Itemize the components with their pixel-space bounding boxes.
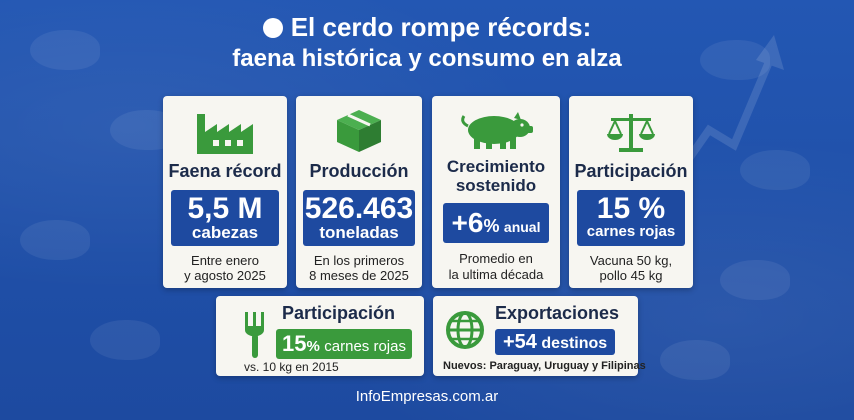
heading-line-1: Crecimiento [446, 157, 546, 176]
pig-icon [461, 112, 533, 149]
card-value: 526.463 [304, 191, 414, 225]
background-pig-shape [740, 150, 810, 190]
card-unit: destinos [541, 335, 608, 352]
card-unit: carnes rojas [586, 222, 676, 240]
card-note: Entre enero y agosto 2025 [163, 253, 287, 284]
card-note: En los primeros 8 meses de 2025 [296, 253, 422, 284]
card-note: Nuevos: Paraguay, Uruguay y Filipinas [443, 360, 646, 372]
heading-line-2: sostenido [455, 175, 537, 195]
card-unit: anual [503, 219, 541, 236]
card-heading: Producción [309, 161, 409, 181]
footer-source: InfoEmpresas.com.ar [355, 388, 499, 405]
title-line-2: faena histórica y consumo en alza [232, 45, 622, 73]
card-value-suffix: % [483, 216, 500, 237]
background-pig-shape [660, 340, 730, 380]
background-pig-shape [90, 320, 160, 360]
note-line-1: Promedio en [459, 251, 533, 267]
card-value: 15 % [596, 191, 666, 225]
card-exportaciones: Exportaciones +54 destinos Nuevos: Parag… [433, 296, 646, 376]
note-line-2: la ultima década [448, 266, 544, 282]
title-line-1: El cerdo rompe récords: [290, 12, 592, 42]
card-heading: Participación [574, 161, 688, 181]
value-box: +6% anual [443, 203, 549, 244]
card-value: 5,5 M [187, 191, 263, 225]
fork-icon [245, 312, 264, 358]
background-pig-shape [720, 260, 790, 300]
value-box: 526.463 toneladas [303, 189, 415, 246]
background-pig-shape [30, 30, 100, 70]
card-faena-record: Faena récord 5,5 M cabezas Entre enero y… [163, 96, 287, 288]
background-pig-shape [700, 40, 770, 80]
card-note: vs. 10 kg en 2015 [244, 360, 339, 374]
note-line-2: pollo 45 kg [599, 268, 663, 284]
card-produccion: Producción 526.463 toneladas En los prim… [296, 96, 422, 288]
background-pig-shape [20, 220, 90, 260]
page-title: El cerdo rompe récords: faena histórica … [0, 12, 854, 74]
card-heading: Crecimiento sostenido [432, 157, 560, 195]
card-unit: toneladas [319, 222, 399, 242]
note-line-2: y agosto 2025 [184, 268, 266, 284]
card-value: 15 [282, 331, 307, 356]
note-line-1: Entre enero [191, 252, 259, 268]
card-heading: Participación [282, 303, 396, 323]
box-icon [337, 110, 381, 152]
note-line-1: En los primeros [313, 252, 405, 268]
value-box: 5,5 M cabezas [171, 189, 279, 246]
note-line-2: 8 meses de 2025 [309, 268, 409, 284]
globe-icon [446, 311, 484, 349]
card-heading: Exportaciones [495, 303, 620, 323]
card-participacion: Participación 15 % carnes rojas Vacuna 5… [569, 96, 693, 288]
value-pill: 15% carnes rojas [276, 329, 412, 359]
card-value-suffix: % [306, 338, 320, 355]
card-unit: carnes rojas [324, 338, 406, 355]
card-value: +6 [451, 207, 484, 239]
card-note: Vacuna 50 kg, pollo 45 kg [569, 253, 693, 284]
card-heading: Faena récord [168, 161, 282, 181]
card-crecimiento: Crecimiento sostenido +6% anual Promedio… [432, 96, 560, 288]
card-value: +54 [503, 331, 537, 353]
factory-icon [197, 114, 253, 154]
value-box: 15 % carnes rojas [577, 189, 685, 246]
bullet-dot-icon [262, 17, 283, 38]
card-unit: cabezas [191, 222, 259, 242]
card-participacion-consumo: Participación 15% carnes rojas vs. 10 kg… [216, 296, 424, 376]
card-note: Promedio en la ultima década [432, 251, 560, 282]
note-line-1: Vacuna 50 kg, [589, 252, 673, 268]
value-box: +54 destinos [495, 329, 616, 355]
scale-icon [607, 114, 655, 152]
